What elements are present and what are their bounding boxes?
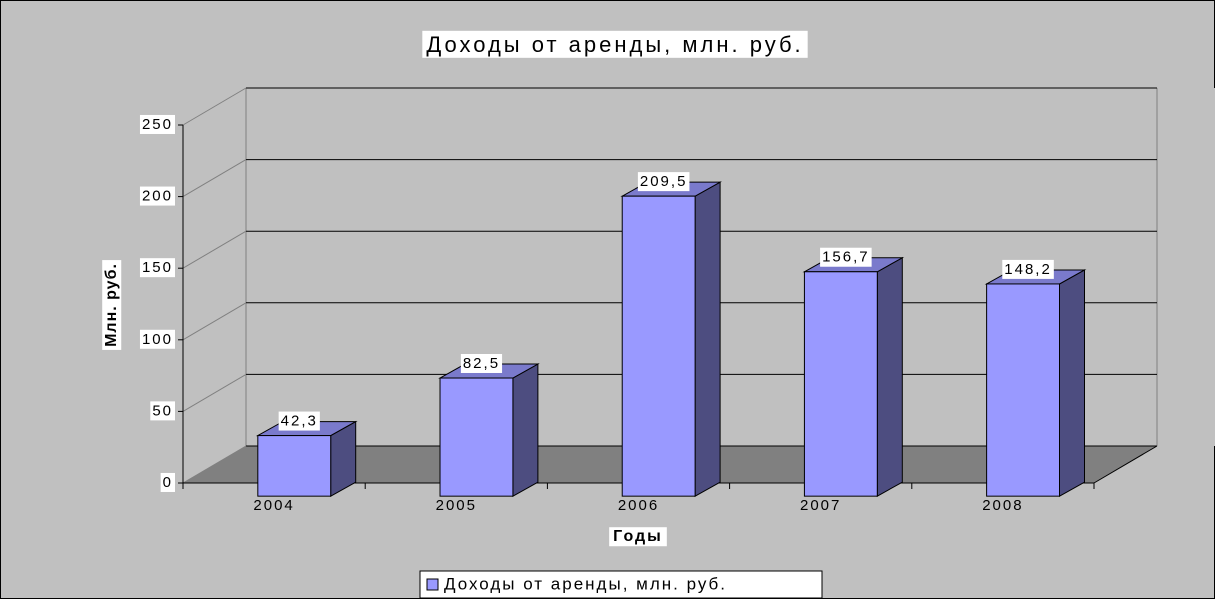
x-tick-label: 2006 xyxy=(618,497,659,514)
y-tick-label-box xyxy=(139,329,175,349)
x-tick-label: 2007 xyxy=(800,497,841,514)
bar-side xyxy=(876,256,903,498)
chart-title-box xyxy=(422,30,808,58)
y-tick-label-box xyxy=(139,186,175,206)
bar xyxy=(986,283,1060,497)
y-tick-label: 250 xyxy=(142,116,173,133)
x-tick-label: 2004 xyxy=(253,497,294,514)
bar xyxy=(621,195,696,497)
value-label-box xyxy=(460,353,503,373)
x-tick-label: 2005 xyxy=(436,497,477,514)
legend-label: Доходы от аренды, млн. руб. xyxy=(444,574,727,593)
y-axis-title-box xyxy=(102,260,122,350)
value-label: 209,5 xyxy=(640,173,688,190)
side-grid-line xyxy=(182,230,247,269)
legend-marker xyxy=(426,578,439,591)
y-tick-label-box xyxy=(139,258,175,278)
side-grid-line xyxy=(182,87,247,126)
side-grid-line xyxy=(182,302,247,341)
bar-side xyxy=(512,363,539,498)
value-label-box xyxy=(1002,259,1054,279)
y-tick-label: 100 xyxy=(142,331,173,348)
side-grid-line xyxy=(182,373,247,412)
bar-side xyxy=(1059,269,1085,498)
y-tick-label-box xyxy=(160,472,175,492)
value-label: 42,3 xyxy=(281,413,318,430)
bar xyxy=(803,271,878,497)
bar-side xyxy=(694,181,721,498)
legend xyxy=(419,570,823,599)
floor-edge xyxy=(1093,445,1158,484)
y-tick-label: 50 xyxy=(152,402,173,419)
y-axis-title: Млн. руб. xyxy=(103,263,120,347)
value-label: 82,5 xyxy=(463,355,500,372)
side-grid-line xyxy=(182,445,247,484)
value-label-box xyxy=(637,172,690,192)
x-axis-title: Годы xyxy=(613,528,663,545)
y-tick-label-box xyxy=(150,401,175,421)
x-tick-label: 2008 xyxy=(982,497,1023,514)
value-label-box xyxy=(278,411,320,431)
value-label-box xyxy=(820,247,872,267)
y-tick-label: 200 xyxy=(142,188,173,205)
bar xyxy=(439,377,514,497)
y-tick-label: 150 xyxy=(142,259,173,276)
side-grid-line xyxy=(182,159,247,198)
bar xyxy=(257,435,332,497)
y-tick-label-box xyxy=(139,114,175,134)
y-tick-label: 0 xyxy=(163,474,173,491)
value-label: 148,2 xyxy=(1004,261,1052,278)
value-label: 156,7 xyxy=(822,249,870,266)
chart-title: Доходы от аренды, млн. руб. xyxy=(426,32,803,57)
x-axis-title-box xyxy=(609,527,667,547)
